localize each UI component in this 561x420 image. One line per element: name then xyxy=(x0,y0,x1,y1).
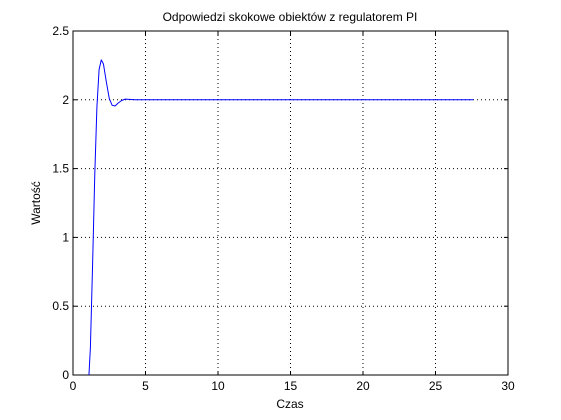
y-tick-label: 0.5 xyxy=(52,299,69,313)
y-tick-label: 1.5 xyxy=(52,162,69,176)
x-tick-label: 20 xyxy=(356,379,370,393)
x-tick-label: 10 xyxy=(211,379,225,393)
y-tick-label: 2.5 xyxy=(52,24,69,38)
tick-layer: 0 5 10 15 20 25 30 0 0.5 1 1.5 2 2.5 xyxy=(52,24,515,393)
x-axis-label: Czas xyxy=(276,397,303,411)
series-layer xyxy=(88,59,474,376)
series-line xyxy=(88,59,474,376)
x-tick-label: 15 xyxy=(284,379,298,393)
y-axis-label: Wartość xyxy=(29,181,43,225)
grid-layer xyxy=(73,31,508,375)
y-tick-label: 2 xyxy=(62,93,69,107)
x-tick-label: 30 xyxy=(501,379,515,393)
x-tick-label: 5 xyxy=(142,379,149,393)
chart-title: Odpowiedzi skokowe obiektów z regulatore… xyxy=(163,10,418,24)
x-tick-label: 25 xyxy=(429,379,443,393)
y-tick-label: 1 xyxy=(62,230,69,244)
y-tick-label: 0 xyxy=(62,368,69,382)
x-tick-label: 0 xyxy=(70,379,77,393)
